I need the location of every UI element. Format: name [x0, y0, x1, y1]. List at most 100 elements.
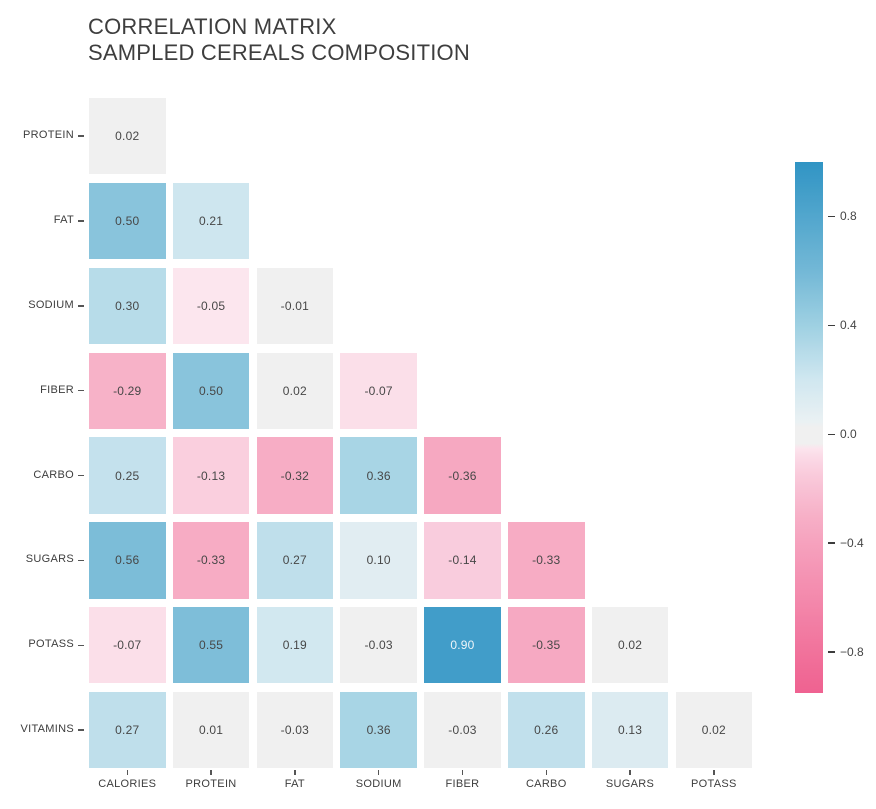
cell-value: 0.02	[115, 129, 140, 144]
matrix-cell: 0.21	[172, 182, 250, 260]
matrix-cell: 0.55	[172, 607, 250, 684]
chart-title-line2: SAMPLED CEREALS COMPOSITION	[88, 40, 470, 65]
row-label-sodium: SODIUM	[28, 298, 74, 311]
cell-value: 0.21	[198, 213, 224, 228]
y-axis-tick	[78, 474, 84, 477]
cell-value: -0.03	[448, 723, 477, 738]
matrix-cell: -0.07	[89, 607, 166, 684]
colorbar-tick-mark	[828, 215, 835, 218]
colorbar-tick-mark	[828, 433, 835, 436]
cell-value: 0.02	[701, 723, 726, 738]
row-label-sugars: SUGARS	[25, 553, 74, 566]
colorbar-tick-mark	[828, 324, 835, 327]
row-label-vitamins: VITAMINS	[20, 723, 74, 736]
cell-value: -0.14	[448, 553, 477, 568]
matrix-cell: -0.03	[256, 691, 334, 769]
colorbar-tick-label: −0.4	[840, 535, 864, 550]
matrix-cell: 0.10	[340, 522, 417, 599]
matrix-cell: -0.35	[508, 607, 585, 684]
matrix-cell: -0.05	[172, 267, 250, 344]
cell-value: 0.26	[534, 723, 559, 738]
cell-value: -0.33	[532, 553, 561, 568]
row-label-potass: POTASS	[28, 638, 74, 651]
matrix-cell: -0.29	[89, 352, 166, 429]
col-label-fat: FAT	[284, 778, 305, 790]
colorbar-tick-label: 0.0	[840, 426, 857, 441]
y-axis-tick	[78, 220, 84, 222]
cell-value: -0.33	[196, 553, 226, 568]
matrix-cell: 0.30	[89, 267, 166, 344]
cell-value: -0.32	[280, 468, 310, 483]
x-axis-tick	[377, 770, 380, 775]
colorbar-tick-label: −0.8	[840, 644, 864, 659]
matrix-cell: 0.36	[340, 691, 417, 769]
chart-title: CORRELATION MATRIX SAMPLED CEREALS COMPO…	[88, 14, 470, 66]
col-label-sodium: SODIUM	[355, 778, 402, 790]
matrix-cell: 0.36	[340, 437, 417, 514]
cell-value: 0.55	[198, 638, 224, 653]
row-label-carbo: CARBO	[33, 468, 74, 481]
matrix-cell: 0.27	[89, 691, 166, 769]
matrix-cell: 0.02	[591, 607, 669, 684]
matrix-cell: 0.90	[424, 607, 501, 684]
row-label-fiber: FIBER	[40, 383, 74, 396]
x-axis-tick	[210, 770, 212, 775]
matrix-cell: 0.01	[172, 691, 250, 769]
cell-value: 0.27	[115, 723, 140, 738]
cell-value: 0.25	[115, 468, 140, 483]
matrix-cell: -0.33	[508, 522, 585, 599]
colorbar-tick-mark	[828, 542, 835, 544]
x-axis-tick	[294, 770, 296, 775]
matrix-cell: -0.03	[424, 691, 501, 769]
y-axis-tick	[78, 729, 84, 731]
y-axis-tick	[78, 389, 84, 392]
cell-value: -0.01	[280, 298, 310, 313]
matrix-cell: -0.33	[172, 522, 250, 599]
matrix-cell: 0.02	[675, 691, 753, 769]
matrix-cell: 0.56	[89, 522, 166, 599]
chart-title-line1: CORRELATION MATRIX	[88, 14, 337, 39]
y-axis-tick	[78, 559, 84, 562]
cell-value: 0.27	[282, 553, 307, 568]
col-label-fiber: FIBER	[445, 778, 480, 790]
row-label-fat: FAT	[53, 214, 74, 226]
col-label-carbo: CARBO	[525, 778, 567, 790]
colorbar-tick-mark	[828, 651, 835, 653]
matrix-cell: 0.50	[172, 352, 250, 429]
x-axis-tick	[126, 770, 128, 775]
colorbar-tick-label: 0.8	[840, 208, 857, 223]
matrix-cell: -0.01	[256, 267, 334, 344]
colorbar	[795, 162, 823, 693]
cell-value: -0.29	[113, 383, 142, 398]
cell-value: -0.36	[448, 468, 477, 483]
cell-value: -0.03	[280, 723, 310, 738]
col-label-sugars: SUGARS	[605, 778, 655, 790]
x-axis-tick	[545, 770, 547, 775]
matrix-cell: 0.25	[89, 437, 166, 514]
y-axis-tick	[78, 644, 84, 647]
y-axis-tick	[78, 305, 84, 307]
matrix-cell: -0.14	[424, 522, 501, 599]
row-label-protein: PROTEIN	[23, 129, 74, 142]
cell-value: 0.36	[366, 468, 391, 483]
cell-value: 0.50	[198, 383, 224, 398]
matrix-cell: -0.13	[172, 437, 250, 514]
cell-value: -0.07	[364, 383, 393, 398]
matrix-cell: 0.19	[256, 607, 334, 684]
matrix-cell: -0.07	[340, 352, 417, 429]
cell-value: 0.56	[115, 553, 140, 568]
col-label-calories: CALORIES	[98, 778, 157, 790]
cell-value: -0.05	[196, 298, 226, 313]
cell-value: 0.02	[282, 383, 307, 398]
cell-value: 0.10	[366, 553, 391, 568]
cell-value: 0.90	[450, 638, 475, 653]
matrix-cell: 0.13	[591, 691, 669, 769]
cell-value: 0.19	[282, 638, 307, 653]
matrix-cell: 0.02	[89, 98, 166, 175]
cell-value: 0.50	[115, 213, 140, 228]
cell-value: 0.30	[115, 298, 140, 313]
cell-value: 0.13	[617, 723, 643, 738]
x-axis-tick	[629, 770, 631, 775]
matrix-cell: 0.02	[256, 352, 334, 429]
